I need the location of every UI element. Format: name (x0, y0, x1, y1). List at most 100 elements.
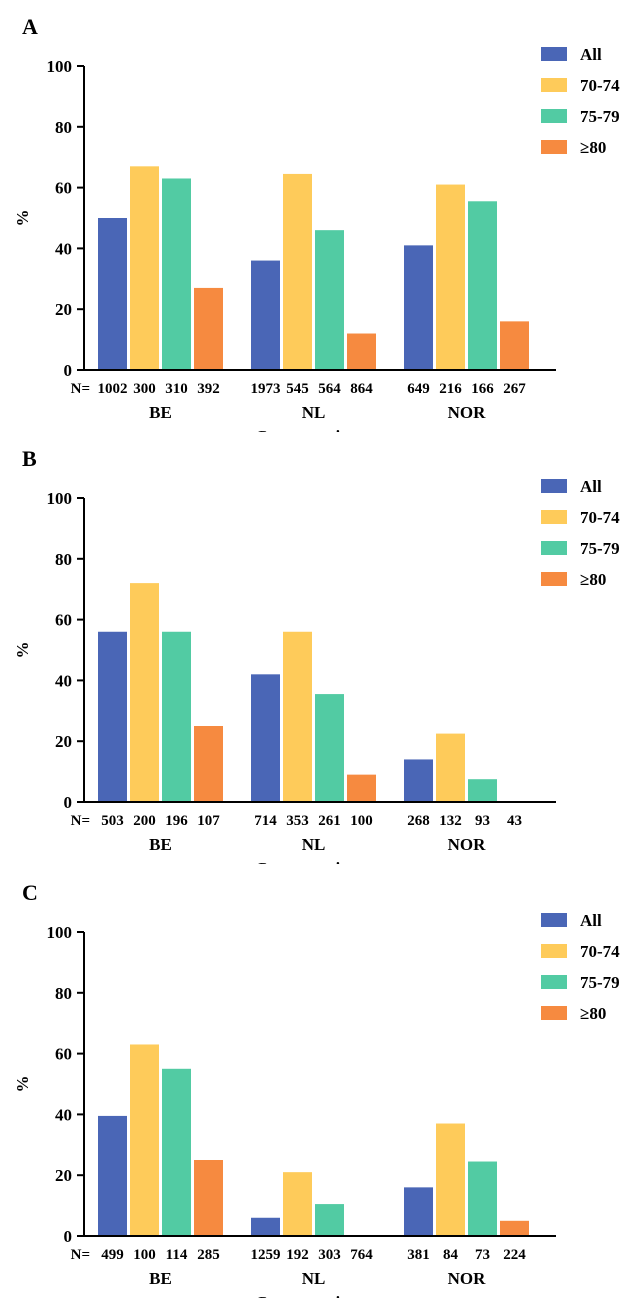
legend-label-75-79: 75-79 (580, 973, 620, 992)
legend-label-75-79: 75-79 (580, 107, 620, 126)
n-label: 285 (197, 1247, 220, 1263)
n-label: 73 (475, 1247, 490, 1263)
n-label: 714 (254, 813, 277, 829)
category-label-be: BE (149, 1269, 172, 1288)
bar-all-nor (404, 1187, 433, 1236)
n-label: 381 (407, 1247, 430, 1263)
n-prefix-label: N= (71, 381, 90, 397)
n-label: 300 (133, 381, 156, 397)
n-label: 310 (165, 381, 188, 397)
y-tick-label: 60 (55, 611, 72, 630)
bar-70-74-nor (436, 184, 465, 370)
y-tick-label: 40 (55, 239, 72, 258)
n-label: 261 (318, 813, 341, 829)
panel-label: A (22, 14, 38, 39)
bar-75-79-be (162, 631, 191, 802)
bar-all-be (98, 1115, 127, 1236)
n-label: 764 (350, 1247, 373, 1263)
y-tick-label: 100 (47, 57, 73, 76)
n-label: 84 (443, 1247, 459, 1263)
n-label: 216 (439, 381, 462, 397)
legend-label-70-74: 70-74 (580, 76, 620, 95)
bar-70-74-nor (436, 1123, 465, 1236)
y-tick-label: 80 (55, 984, 72, 1003)
legend-swatch-75-79 (541, 109, 567, 123)
y-axis-label: % (13, 1076, 32, 1093)
n-label: 114 (166, 1247, 188, 1263)
n-label: 132 (439, 813, 462, 829)
bar-ge80-be (194, 287, 223, 370)
legend-swatch-70-74 (541, 944, 567, 958)
n-label: 649 (407, 381, 430, 397)
y-tick-label: 20 (55, 1166, 72, 1185)
bar-all-be (98, 218, 127, 370)
legend-swatch-75-79 (541, 975, 567, 989)
n-label: 564 (318, 381, 341, 397)
n-label: 1973 (251, 381, 281, 397)
n-label: 1002 (98, 381, 128, 397)
bar-70-74-nor (436, 733, 465, 802)
category-label-nl: NL (302, 1269, 326, 1288)
category-label-nor: NOR (448, 1269, 487, 1288)
bar-all-be (98, 631, 127, 802)
bar-ge80-nor (500, 321, 529, 370)
legend-label-ge80: ≥80 (580, 138, 606, 157)
y-tick-label: 100 (47, 489, 73, 508)
y-axis-label: % (13, 642, 32, 659)
chart-panel-b: B% 0 20 40 60 80 100 N= 503 200 196 107 714 353 261 100… (0, 432, 632, 878)
n-label: 196 (165, 813, 188, 829)
chart-svg: A% 0 20 40 60 80 100 N= 1002 300 310 392 1973 545 564 8… (13, 14, 620, 446)
n-label: 43 (507, 813, 522, 829)
n-label: 267 (503, 381, 526, 397)
y-axis-label: % (13, 210, 32, 227)
bar-all-nl (251, 674, 280, 802)
x-axis-title: Cancer registry (255, 859, 369, 864)
bar-75-79-nor (468, 201, 497, 370)
legend-swatch-ge80 (541, 140, 567, 154)
category-label-nor: NOR (448, 835, 487, 854)
legend-label-all: All (580, 477, 602, 496)
y-tick-label: 80 (55, 550, 72, 569)
n-label: 107 (197, 813, 220, 829)
y-tick-label: 20 (55, 732, 72, 751)
legend-swatch-ge80 (541, 1006, 567, 1020)
n-label: 545 (286, 381, 309, 397)
n-prefix-label: N= (71, 1247, 90, 1263)
n-label: 268 (407, 813, 430, 829)
n-label: 303 (318, 1247, 341, 1263)
legend-label-ge80: ≥80 (580, 570, 606, 589)
bar-ge80-nl (347, 774, 376, 802)
panel-label: B (22, 446, 37, 471)
bar-70-74-nl (283, 1172, 312, 1236)
y-tick-label: 80 (55, 118, 72, 137)
category-label-nor: NOR (448, 403, 487, 422)
n-label: 192 (286, 1247, 309, 1263)
bar-75-79-nl (315, 1204, 344, 1236)
y-tick-label: 0 (64, 793, 73, 812)
legend-swatch-70-74 (541, 510, 567, 524)
chart-svg: B% 0 20 40 60 80 100 N= 503 200 196 107 714 353 261 100… (13, 446, 620, 878)
n-label: 166 (471, 381, 494, 397)
legend-swatch-all (541, 913, 567, 927)
bar-70-74-be (130, 583, 159, 802)
y-tick-label: 60 (55, 1045, 72, 1064)
n-prefix-label: N= (71, 813, 90, 829)
n-label: 100 (350, 813, 373, 829)
x-axis-title: Cancer registry (255, 1293, 369, 1298)
chart-svg: C% 0 20 40 60 80 100 N= 499 100 114 285 1259 192 303 76… (13, 880, 620, 1303)
y-tick-label: 60 (55, 179, 72, 198)
legend-swatch-70-74 (541, 78, 567, 92)
chart-panel-c: C% 0 20 40 60 80 100 N= 499 100 114 285 1259 192 303 76… (0, 866, 632, 1303)
bar-70-74-nl (283, 173, 312, 370)
panel-label: C (22, 880, 38, 905)
category-label-be: BE (149, 403, 172, 422)
bar-75-79-nl (315, 230, 344, 370)
legend-swatch-all (541, 47, 567, 61)
bar-75-79-nor (468, 1161, 497, 1236)
bar-ge80-nor (500, 1220, 529, 1236)
legend-swatch-75-79 (541, 541, 567, 555)
n-label: 200 (133, 813, 156, 829)
n-label: 864 (350, 381, 373, 397)
n-label: 93 (475, 813, 490, 829)
n-label: 499 (101, 1247, 124, 1263)
